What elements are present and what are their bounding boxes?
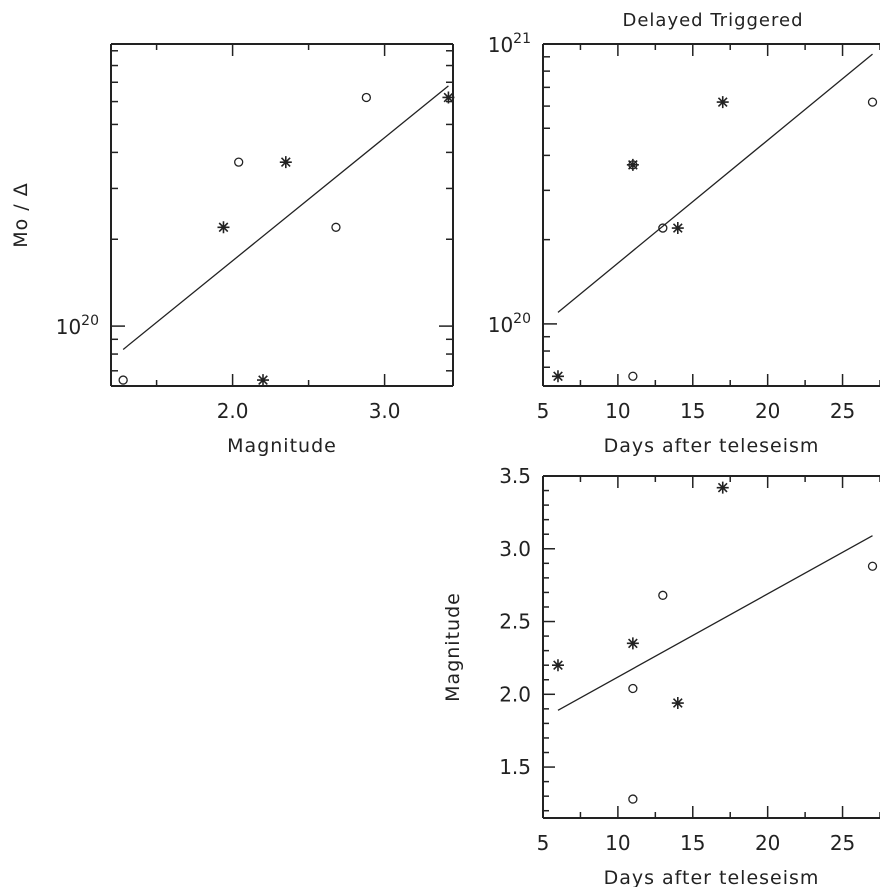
- y-tick-base: 10: [56, 315, 81, 339]
- circle-point: [331, 222, 341, 232]
- circle-point: [867, 97, 878, 107]
- y-tick-label: 3.5: [499, 464, 531, 488]
- x-tick-label: 25: [830, 399, 855, 423]
- fit-line: [557, 53, 873, 313]
- asterisk-point: [442, 91, 455, 104]
- x-tick-label: 15: [680, 831, 705, 855]
- circle-point: [234, 157, 244, 167]
- asterisk-point: [671, 222, 684, 235]
- asterisk-point: [626, 158, 639, 171]
- y-tick-label: 2.0: [499, 682, 531, 706]
- panel-title: Delayed Triggered: [622, 10, 803, 31]
- x-axis-title: Days after teleseism: [604, 435, 820, 457]
- circle-point: [658, 590, 668, 600]
- circle-point: [628, 683, 638, 694]
- y-tick-base: 10: [488, 33, 513, 57]
- y-tick-exponent: 20: [513, 311, 531, 327]
- circle-point: [867, 561, 878, 571]
- x-tick-label: 20: [755, 399, 780, 423]
- x-axis-title: Days after teleseism: [604, 867, 820, 887]
- x-tick-label: 10: [605, 399, 630, 423]
- fit-line: [557, 535, 873, 711]
- fit-line: [122, 85, 449, 350]
- y-tick-label: 1020: [488, 311, 531, 337]
- y-tick-label: 1.5: [499, 755, 531, 779]
- y-tick-label: 1020: [56, 313, 99, 339]
- x-tick-label: 5: [537, 399, 550, 423]
- circle-point: [628, 371, 638, 381]
- x-tick-label: 15: [680, 399, 705, 423]
- asterisk-point: [217, 221, 230, 234]
- y-axis-title: Magnitude: [442, 592, 464, 702]
- asterisk-point: [279, 156, 292, 169]
- y-tick-exponent: 20: [81, 313, 99, 329]
- x-tick-label: 2.0: [217, 399, 249, 423]
- y-tick-base: 10: [488, 313, 513, 337]
- y-tick-label: 2.5: [499, 610, 531, 634]
- x-tick-label: 3.0: [369, 399, 401, 423]
- asterisk-point: [257, 374, 269, 387]
- x-tick-label: 10: [605, 831, 630, 855]
- chart-panel-bottom-right: 5 10 15 20 25 1.5 2.0 2.5 3.0 3.5 Days after teles…: [442, 464, 880, 887]
- x-tick-label: 5: [537, 831, 550, 855]
- asterisk-point: [551, 370, 564, 383]
- y-axis-title: Mo / Δ: [10, 182, 32, 248]
- y-tick-label: 1021: [488, 31, 531, 57]
- asterisk-point: [716, 96, 729, 109]
- x-tick-label: 25: [830, 831, 855, 855]
- circle-point: [118, 375, 128, 385]
- x-tick-label: 20: [755, 831, 780, 855]
- chart-panel-top-left: 2.0 3.0 1020 Magnitude Mo / Δ: [10, 43, 455, 457]
- asterisk-point: [551, 659, 564, 672]
- asterisk-point: [671, 697, 684, 710]
- x-axis-title: Magnitude: [227, 435, 337, 457]
- asterisk-point: [716, 481, 729, 494]
- circle-point: [628, 160, 638, 170]
- circle-point: [628, 794, 638, 804]
- circle-point: [361, 92, 372, 103]
- circle-point: [658, 223, 668, 233]
- asterisk-point: [626, 637, 639, 650]
- y-tick-exponent: 21: [513, 31, 531, 47]
- y-tick-label: 3.0: [499, 537, 531, 561]
